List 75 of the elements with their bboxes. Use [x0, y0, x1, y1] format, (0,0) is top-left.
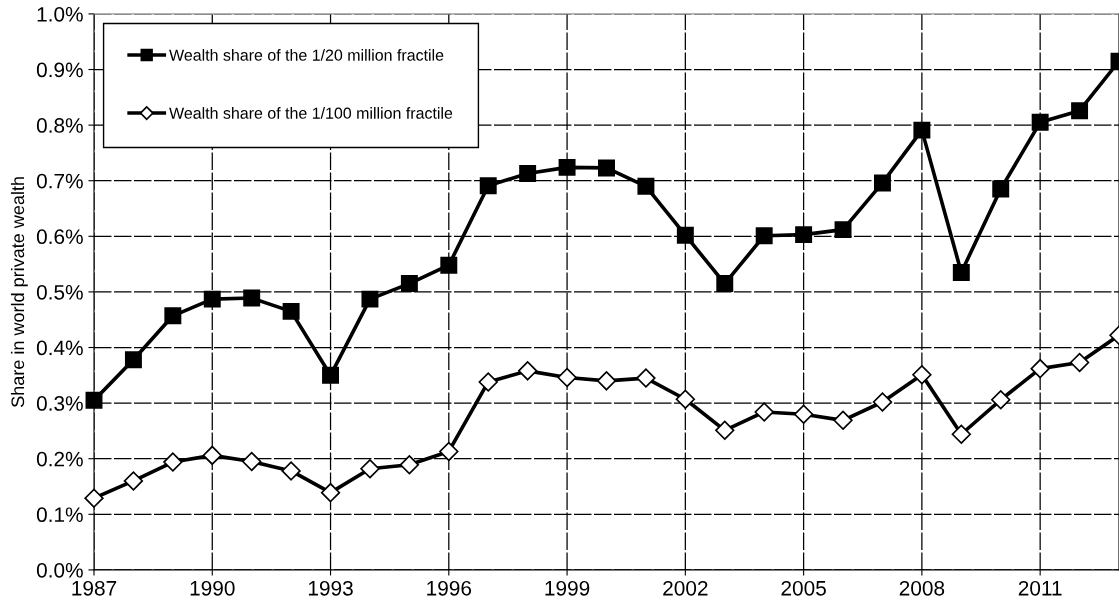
y-tick-label: 0.6% [36, 229, 83, 245]
point [163, 452, 183, 472]
point [479, 177, 497, 195]
x-tick-label: 2002 [663, 580, 708, 596]
point [951, 424, 971, 444]
y-tick-label: 0.7% [36, 173, 83, 189]
x-tick-label: 1993 [308, 580, 353, 596]
x-tick-label: 2005 [781, 580, 826, 596]
point [360, 459, 380, 479]
y-tick-label: 0.8% [36, 118, 83, 133]
point [1069, 352, 1090, 373]
point [400, 275, 418, 293]
point [123, 471, 144, 491]
point [202, 445, 222, 466]
point [596, 371, 617, 391]
point [519, 165, 537, 182]
point [912, 365, 932, 385]
y-tick-label: 0.0% [36, 562, 83, 578]
point [85, 391, 103, 409]
point [164, 307, 182, 325]
y-tick-label: 1.0% [37, 6, 83, 22]
point [795, 226, 813, 244]
point [517, 361, 538, 381]
y-tick-label: 0.3% [36, 396, 83, 411]
point [834, 221, 852, 239]
point [478, 372, 498, 392]
x-tick-label: 1987 [72, 580, 117, 596]
y-tick-label: 0.5% [36, 284, 83, 300]
legend-label: Wealth share of the 1/100 million fractile [169, 107, 453, 119]
point [598, 159, 615, 177]
point [282, 302, 300, 320]
point [320, 482, 341, 503]
x-tick-label: 1999 [545, 580, 590, 596]
point [243, 289, 261, 307]
point [716, 275, 734, 293]
x-tick-label: 1990 [190, 580, 235, 596]
point [793, 404, 814, 424]
point [992, 180, 1010, 198]
point [322, 366, 340, 384]
point [637, 177, 655, 195]
point [755, 227, 773, 245]
point [1071, 102, 1089, 120]
y-axis-title: Share in world private wealth [10, 177, 28, 407]
point [676, 226, 694, 244]
point [558, 158, 576, 176]
x-tick-label: 1996 [427, 580, 472, 596]
point [873, 174, 891, 192]
point [715, 420, 735, 441]
x-tick-label: 2011 [1018, 580, 1062, 596]
y-tick-label: 0.2% [36, 451, 83, 467]
point [242, 451, 262, 472]
x-tick-label: 2008 [899, 580, 945, 596]
point [439, 441, 459, 462]
legend-label: Wealth share of the 1/20 million fractile [169, 49, 444, 61]
point [872, 392, 893, 412]
point [833, 410, 853, 431]
point [952, 263, 970, 281]
point [754, 402, 774, 422]
point [1030, 358, 1050, 379]
y-tick-label: 0.1% [36, 507, 83, 523]
point [440, 256, 458, 274]
point [1031, 113, 1049, 131]
point [636, 368, 656, 388]
point [281, 461, 301, 481]
point [557, 367, 577, 388]
point [675, 389, 696, 409]
point [991, 390, 1011, 410]
point [124, 351, 142, 369]
point [203, 290, 221, 308]
y-tick-label: 0.9% [36, 62, 83, 78]
point [399, 455, 420, 475]
point [361, 290, 379, 308]
point [913, 121, 931, 139]
y-tick-label: 0.4% [36, 340, 83, 356]
point [84, 488, 104, 508]
